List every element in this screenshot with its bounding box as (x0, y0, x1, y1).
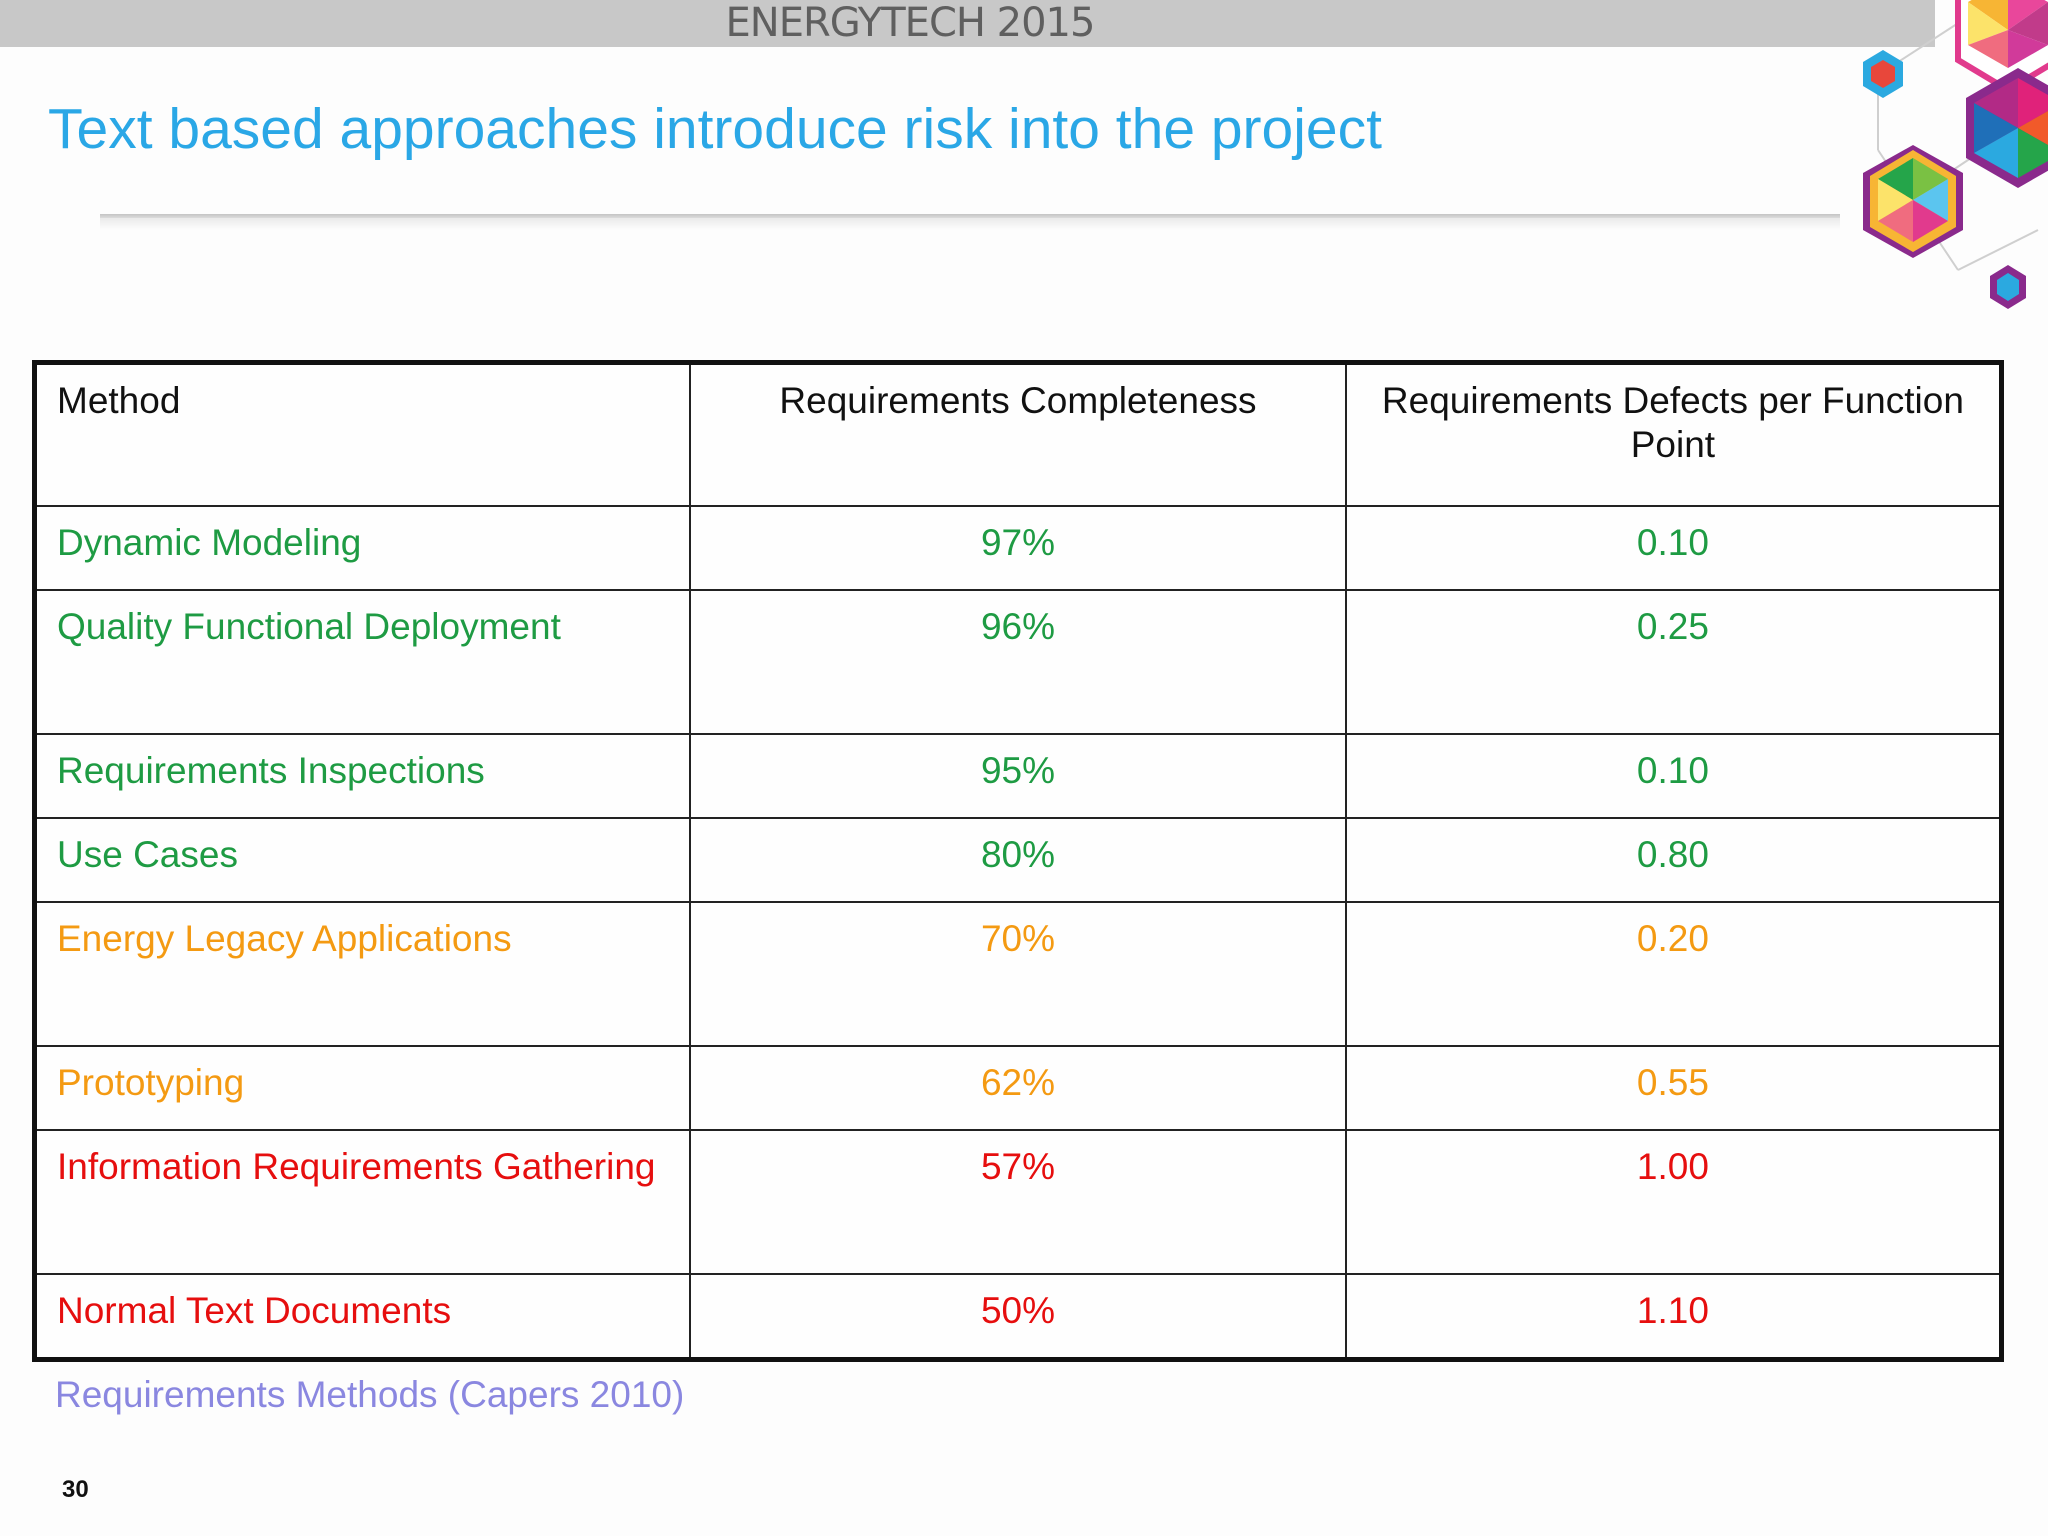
completeness-cell: 97% (689, 505, 1347, 591)
method-cell: Dynamic Modeling (33, 505, 692, 591)
column-header-method: Method (33, 361, 692, 507)
table-row: Energy Legacy Applications 70% 0.20 (33, 901, 2003, 1047)
header-bar: ENERGYTECH 2015 (0, 0, 1935, 47)
completeness-cell: 96% (689, 589, 1347, 735)
source-citation: Requirements Methods (Capers 2010) (55, 1374, 685, 1415)
method-cell: Energy Legacy Applications (33, 901, 692, 1047)
method-cell: Normal Text Documents (33, 1273, 692, 1361)
defects-cell: 1.00 (1344, 1129, 2003, 1275)
completeness-cell: 80% (689, 817, 1347, 903)
table-row: Prototyping 62% 0.55 (33, 1045, 2003, 1131)
requirements-methods-table: Method Requirements Completeness Require… (32, 360, 2004, 1362)
table-row: Quality Functional Deployment 96% 0.25 (33, 589, 2003, 735)
title-divider-shadow (100, 218, 1840, 230)
table-row: Information Requirements Gathering 57% 1… (33, 1129, 2003, 1275)
defects-cell: 0.10 (1344, 733, 2003, 819)
completeness-cell: 57% (689, 1129, 1347, 1275)
defects-cell: 1.10 (1344, 1273, 2003, 1361)
defects-cell: 0.10 (1344, 505, 2003, 591)
completeness-cell: 62% (689, 1045, 1347, 1131)
completeness-cell: 95% (689, 733, 1347, 819)
title-divider (100, 214, 1840, 218)
table-row: Dynamic Modeling 97% 0.10 (33, 505, 2003, 591)
method-cell: Information Requirements Gathering (33, 1129, 692, 1275)
column-header-completeness: Requirements Completeness (689, 361, 1347, 507)
method-cell: Quality Functional Deployment (33, 589, 692, 735)
brand-logo-text: ENERGYTECH 2015 (725, 0, 1096, 46)
method-cell: Prototyping (33, 1045, 692, 1131)
table-row: Use Cases 80% 0.80 (33, 817, 2003, 903)
defects-cell: 0.20 (1344, 901, 2003, 1047)
hexagon-cluster-logo-icon (1863, 0, 2048, 309)
completeness-cell: 50% (689, 1273, 1347, 1361)
table-row: Normal Text Documents 50% 1.10 (33, 1273, 2003, 1361)
completeness-cell: 70% (689, 901, 1347, 1047)
slide-title: Text based approaches introduce risk int… (48, 97, 1382, 161)
defects-cell: 0.80 (1344, 817, 2003, 903)
defects-cell: 0.55 (1344, 1045, 2003, 1131)
method-cell: Requirements Inspections (33, 733, 692, 819)
page-number: 30 (62, 1476, 89, 1503)
defects-cell: 0.25 (1344, 589, 2003, 735)
column-header-defects: Requirements Defects per Function Point (1344, 361, 2003, 507)
table-header-row: Method Requirements Completeness Require… (33, 361, 2003, 507)
table-row: Requirements Inspections 95% 0.10 (33, 733, 2003, 819)
method-cell: Use Cases (33, 817, 692, 903)
